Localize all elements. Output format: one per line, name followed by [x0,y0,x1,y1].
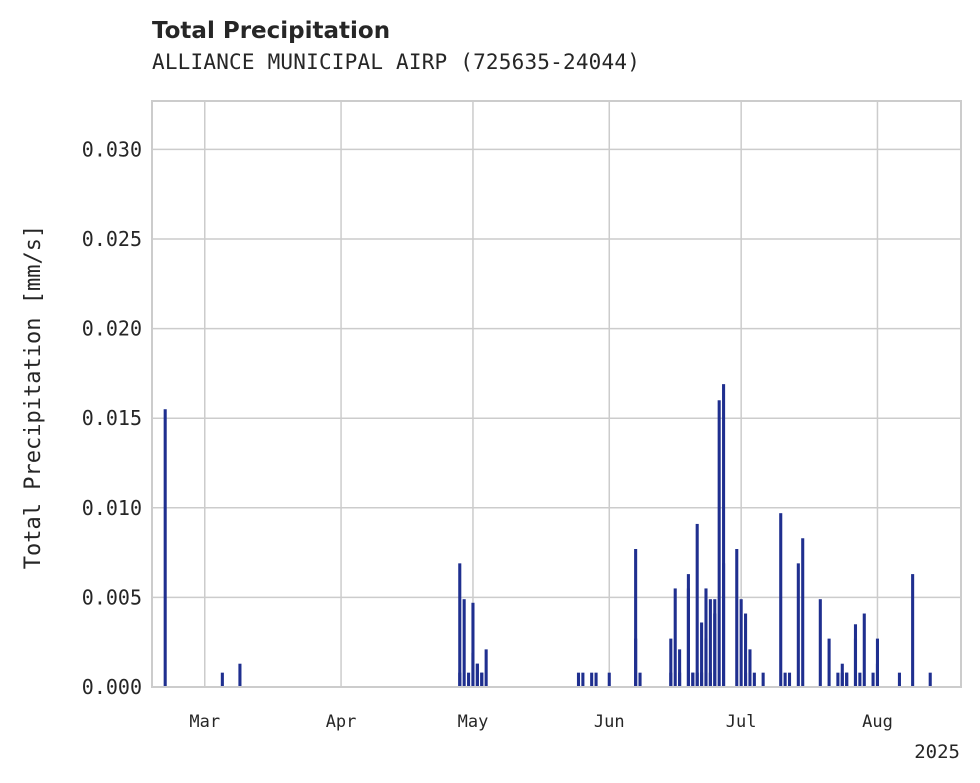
precipitation-bar [700,622,704,687]
precipitation-bar [634,549,638,687]
precipitation-bar [752,672,756,687]
precipitation-bar [911,574,915,687]
precipitation-bar [700,672,704,687]
precipitation-bar [673,588,677,687]
y-tick-label: 0.010 [82,496,142,520]
precipitation-bar [678,672,682,687]
y-tick-label: 0.015 [82,406,142,430]
precipitation-bar [238,663,242,687]
precipitation-bar [853,624,858,687]
x-tick-label: May [458,712,489,732]
precipitation-bar [576,672,581,687]
x-tick-label: Jun [594,712,625,732]
precipitation-bar [779,513,783,687]
precipitation-bar [163,409,167,687]
precipitation-bar [862,613,866,687]
x-tick-label: Aug [862,712,893,732]
y-tick-label: 0.025 [82,227,142,251]
precipitation-bar [669,638,673,687]
precipitation-bar [590,672,594,687]
precipitation-bar [704,588,708,687]
precipitation-bar [708,599,712,687]
x-tick-label: Mar [189,712,220,732]
precipitation-bar [704,638,708,687]
precipitation-bar [871,672,875,687]
precipitation-bar [686,574,690,687]
x-axis-ticks: Mar Apr May Jun Jul Aug [189,712,892,732]
precipitation-bar [801,538,805,687]
chart-subtitle: ALLIANCE MUNICIPAL AIRP (725635-24044) [152,50,641,74]
precipitation-bar [739,599,743,687]
y-tick-label: 0.000 [82,675,142,699]
y-axis-ticks: 0.000 0.005 0.010 0.015 0.020 0.025 0.030 [82,137,142,699]
precipitation-bar [484,649,488,687]
precipitation-bar [783,672,787,687]
precipitation-bar [748,649,752,687]
precipitation-bar [607,672,611,687]
precipitation-bar [475,663,479,687]
precipitation-bar [875,638,880,687]
y-axis-label: Total Precipitation [mm/s] [21,225,46,569]
y-tick-label: 0.005 [82,585,142,609]
precipitation-bar [858,672,862,687]
precipitation-bar [220,672,224,687]
precipitation-bar [717,400,721,687]
precipitation-bar [638,672,642,687]
precipitation-bar [840,663,844,687]
precipitation-bar [713,599,717,687]
precipitation-bar [594,672,598,687]
precipitation-bar [458,563,462,687]
precipitation-bar [928,672,932,687]
precipitation-bar [678,649,682,687]
plot-frame [151,100,962,688]
precipitation-bar [722,384,726,687]
precipitation-bar [818,599,822,687]
y-tick-label: 0.020 [82,317,142,341]
precipitation-bar [581,672,585,687]
precipitation-bar [691,672,695,687]
precipitation-bar [462,599,466,687]
precipitation-bar [744,613,748,687]
precipitation-bar [787,672,792,687]
title-block: Total Precipitation ALLIANCE MUNICIPAL A… [152,16,640,78]
precipitation-bars [163,384,932,687]
precipitation-bar [467,672,471,687]
precipitation-bar [845,672,849,687]
x-axis-year-label: 2025 [914,741,960,763]
x-tick-label: Apr [326,712,357,732]
y-tick-label: 0.030 [82,137,142,161]
precipitation-bar [796,563,800,687]
precipitation-bar [471,652,475,687]
precipitation-bar [761,672,765,687]
precipitation-bar [480,672,484,687]
precipitation-bar [735,549,739,687]
precipitation-bar [836,672,840,687]
grid-lines [152,101,961,688]
chart-title: Total Precipitation [152,18,391,44]
precipitation-bar [722,563,726,687]
x-tick-label: Jul [726,712,757,732]
precipitation-bar [471,602,475,687]
precipitation-bar [634,638,638,687]
precipitation-bar [827,638,831,687]
precipitation-bar [897,672,901,687]
precipitation-bar [695,523,699,687]
